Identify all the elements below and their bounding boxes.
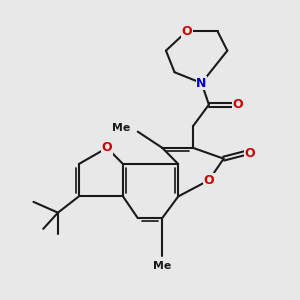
Text: O: O [102, 141, 112, 154]
Text: O: O [182, 25, 192, 38]
Text: N: N [196, 76, 207, 89]
Text: Me: Me [112, 123, 130, 133]
Text: O: O [232, 98, 243, 111]
Text: O: O [204, 174, 214, 187]
Text: Me: Me [153, 261, 171, 271]
Text: O: O [244, 147, 255, 160]
